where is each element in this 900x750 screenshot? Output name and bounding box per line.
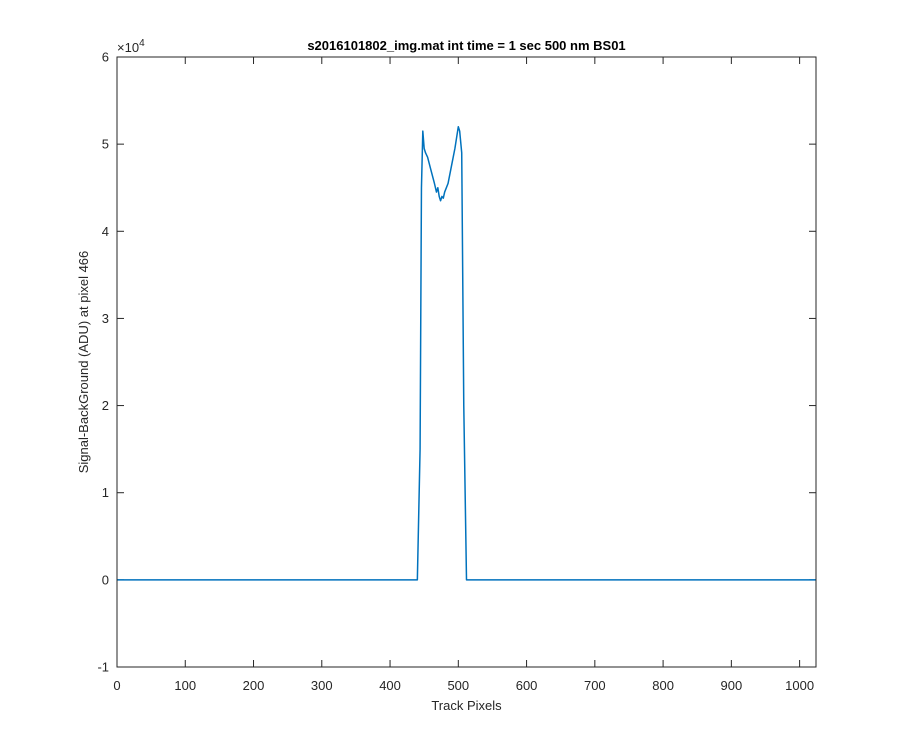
y-tick-label: 6 [102, 50, 109, 65]
x-tick-label: 600 [516, 678, 538, 693]
series-line [117, 125, 816, 581]
y-exponent-label: ×104 [117, 38, 145, 55]
y-tick-labels: -1 0 1 2 3 4 5 6 [97, 50, 109, 675]
y-axis-label: Signal-BackGround (ADU) at pixel 466 [76, 251, 91, 474]
x-tick-label: 200 [243, 678, 265, 693]
chart-title: s2016101802_img.mat int time = 1 sec 500… [307, 38, 625, 53]
x-tick-label: 900 [721, 678, 743, 693]
y-tick-label: 2 [102, 398, 109, 413]
plot-frame [116, 56, 817, 668]
y-tick-label: 4 [102, 224, 109, 239]
y-tick-label: 0 [102, 572, 109, 587]
y-exponent-power: 4 [139, 38, 145, 49]
y-exponent-base: ×10 [117, 40, 139, 55]
x-tick-label: 300 [311, 678, 333, 693]
tick-marks [116, 56, 816, 668]
x-tick-label: 800 [652, 678, 674, 693]
x-tick-label: 700 [584, 678, 606, 693]
x-tick-label: 1000 [785, 678, 814, 693]
y-tick-label: -1 [97, 660, 109, 675]
x-axis-label: Track Pixels [431, 698, 502, 713]
x-tick-labels: 0 100 200 300 400 500 600 700 800 900 1000 [113, 678, 814, 693]
x-tick-label: 100 [174, 678, 196, 693]
series-group [117, 125, 816, 581]
y-tick-label: 5 [102, 137, 109, 152]
x-tick-label: 400 [379, 678, 401, 693]
x-tick-label: 500 [447, 678, 469, 693]
y-tick-label: 3 [102, 311, 109, 326]
x-tick-label: 0 [113, 678, 120, 693]
y-tick-label: 1 [102, 485, 109, 500]
